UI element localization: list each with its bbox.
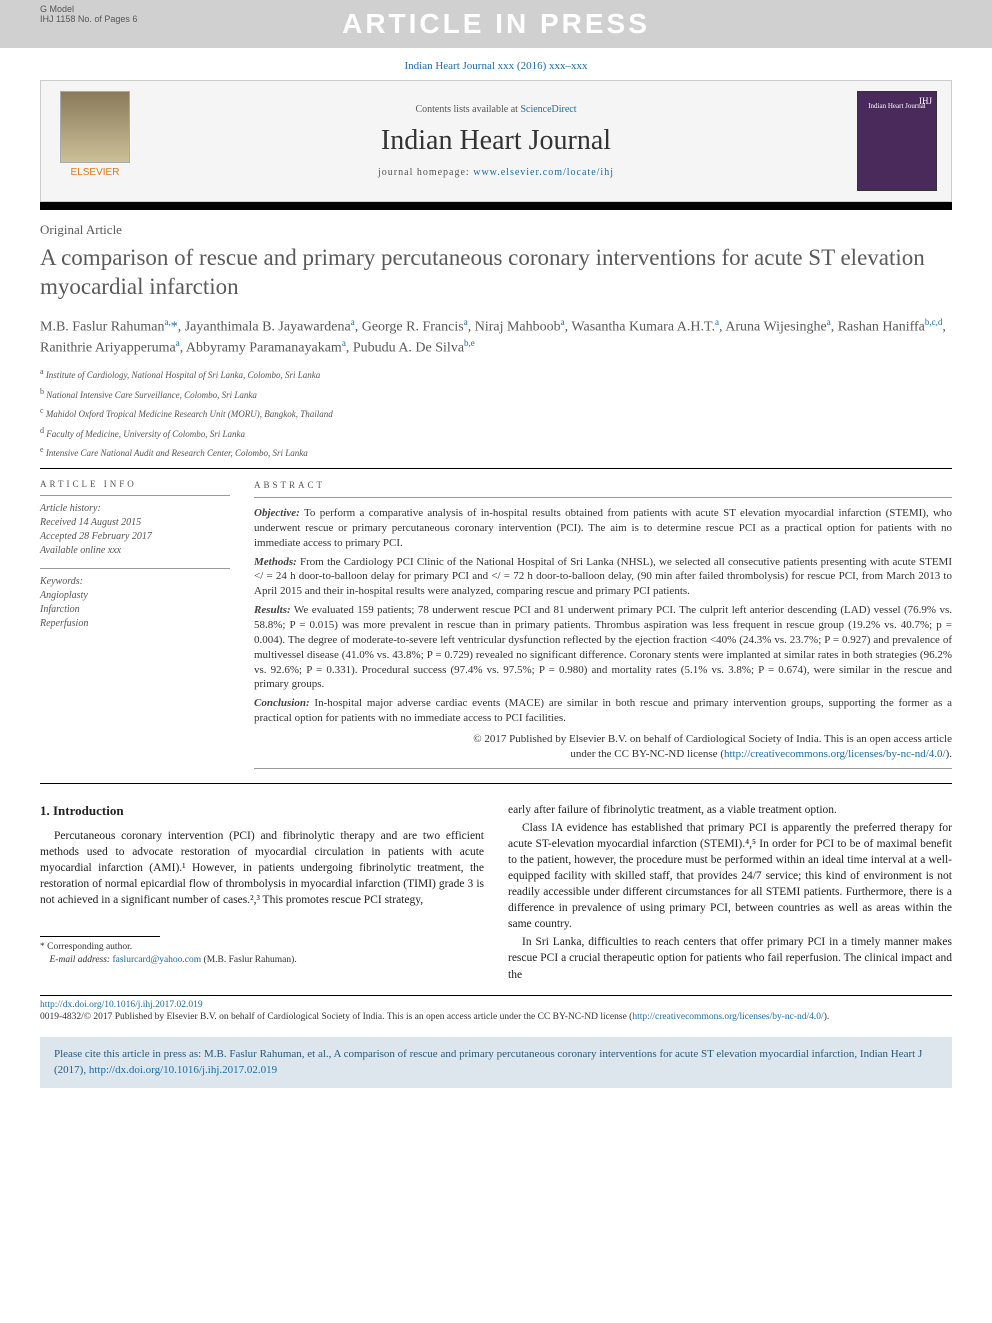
doi-link[interactable]: http://dx.doi.org/10.1016/j.ihj.2017.02.…: [40, 1000, 203, 1010]
intro-heading: 1. Introduction: [40, 802, 484, 820]
homepage-line: journal homepage: www.elsevier.com/locat…: [135, 167, 857, 178]
abstract-heading: ABSTRACT: [254, 479, 952, 491]
info-abstract-row: ARTICLE INFO Article history: Received 1…: [40, 479, 952, 769]
gmodel-line1: G Model: [40, 4, 137, 14]
keyword: Infarction: [40, 603, 230, 617]
gmodel-line2: IHJ 1158 No. of Pages 6: [40, 14, 137, 24]
citation-line: Indian Heart Journal xxx (2016) xxx–xxx: [0, 60, 992, 72]
citebox-doi-link[interactable]: http://dx.doi.org/10.1016/j.ihj.2017.02.…: [89, 1064, 277, 1076]
keywords-label: Keywords:: [40, 575, 230, 589]
body-col-left: 1. Introduction Percutaneous coronary in…: [40, 802, 484, 985]
title-separator: [40, 468, 952, 469]
contents-prefix: Contents lists available at: [415, 104, 520, 115]
objective-label: Objective:: [254, 507, 300, 519]
banner-text: ARTICLE IN PRESS: [342, 8, 650, 39]
journal-title: Indian Heart Journal: [135, 125, 857, 157]
body-col-right: early after failure of fibrinolytic trea…: [508, 802, 952, 985]
contents-line: Contents lists available at ScienceDirec…: [135, 104, 857, 115]
received-date: Received 14 August 2015: [40, 516, 230, 530]
affiliation: c Mahidol Oxford Tropical Medicine Resea…: [40, 405, 952, 421]
publisher-logo-area: ELSEVIER: [55, 91, 135, 191]
abstract-conclusion: Conclusion: In-hospital major adverse ca…: [254, 696, 952, 726]
email-link[interactable]: faslurcard@yahoo.com: [112, 955, 201, 965]
article-in-press-banner: G Model IHJ 1158 No. of Pages 6 ARTICLE …: [0, 0, 992, 48]
history-block: Article history: Received 14 August 2015…: [40, 502, 230, 558]
authors-line: M.B. Faslur Rahumana,*, Jayanthimala B. …: [40, 316, 952, 359]
copyright-line2: under the CC BY-NC-ND license (: [570, 748, 724, 760]
footer-copyright: 0019-4832/© 2017 Published by Elsevier B…: [40, 1012, 632, 1022]
email-line: E-mail address: faslurcard@yahoo.com (M.…: [40, 954, 484, 966]
email-label: E-mail address:: [50, 955, 113, 965]
intro-p1: Percutaneous coronary intervention (PCI)…: [40, 828, 484, 908]
article-info-col: ARTICLE INFO Article history: Received 1…: [40, 479, 230, 769]
journal-cover-thumb: IHJ Indian Heart Journal: [857, 91, 937, 191]
results-label: Results:: [254, 604, 291, 616]
conclusion-label: Conclusion:: [254, 697, 310, 709]
footer-close: ).: [824, 1012, 830, 1022]
gmodel-info: G Model IHJ 1158 No. of Pages 6: [40, 4, 137, 24]
affiliation: b National Intensive Care Surveillance, …: [40, 386, 952, 402]
methods-text: From the Cardiology PCI Clinic of the Na…: [254, 556, 952, 598]
email-paren: (M.B. Faslur Rahuman).: [201, 955, 297, 965]
article-title: A comparison of rescue and primary percu…: [40, 244, 952, 302]
abstract-col: ABSTRACT Objective: To perform a compara…: [254, 479, 952, 769]
copyright-line1: © 2017 Published by Elsevier B.V. on beh…: [473, 733, 952, 745]
abstract-copyright: © 2017 Published by Elsevier B.V. on beh…: [254, 732, 952, 762]
affiliation: d Faculty of Medicine, University of Col…: [40, 425, 952, 441]
keywords-block: Keywords: Angioplasty Infarction Reperfu…: [40, 575, 230, 631]
copyright-close: ).: [946, 748, 952, 760]
intro-p3: Class IA evidence has established that p…: [508, 820, 952, 933]
homepage-link[interactable]: www.elsevier.com/locate/ihj: [473, 167, 614, 178]
doi-footer: http://dx.doi.org/10.1016/j.ihj.2017.02.…: [40, 995, 952, 1024]
article-type: Original Article: [40, 222, 952, 238]
affiliation: e Intensive Care National Audit and Rese…: [40, 444, 952, 460]
abstract-results: Results: We evaluated 159 patients; 78 u…: [254, 603, 952, 692]
accepted-date: Accepted 28 February 2017: [40, 530, 230, 544]
keyword: Angioplasty: [40, 589, 230, 603]
homepage-prefix: journal homepage:: [378, 167, 473, 178]
corresponding-note: * Corresponding author.: [40, 941, 484, 953]
info-heading: ARTICLE INFO: [40, 479, 230, 489]
abstract-methods: Methods: From the Cardiology PCI Clinic …: [254, 555, 952, 600]
sciencedirect-link[interactable]: ScienceDirect: [520, 104, 576, 115]
license-link[interactable]: http://creativecommons.org/licenses/by-n…: [724, 748, 946, 760]
history-label: Article history:: [40, 502, 230, 516]
online-date: Available online xxx: [40, 544, 230, 558]
objective-text: To perform a comparative analysis of in-…: [254, 507, 952, 549]
affiliation: a Institute of Cardiology, National Hosp…: [40, 366, 952, 382]
cover-badge: IHJ: [919, 96, 932, 106]
footnote-area: * Corresponding author. E-mail address: …: [40, 936, 484, 966]
article-content: Original Article A comparison of rescue …: [40, 222, 952, 985]
intro-p2: early after failure of fibrinolytic trea…: [508, 802, 952, 818]
footer-license-link[interactable]: http://creativecommons.org/licenses/by-n…: [632, 1012, 823, 1022]
body-section: 1. Introduction Percutaneous coronary in…: [40, 802, 952, 985]
abstract-objective: Objective: To perform a comparative anal…: [254, 506, 952, 551]
affiliations: a Institute of Cardiology, National Hosp…: [40, 366, 952, 460]
header-center: Contents lists available at ScienceDirec…: [135, 104, 857, 178]
conclusion-text: In-hospital major adverse cardiac events…: [254, 697, 952, 724]
methods-label: Methods:: [254, 556, 297, 568]
journal-header-box: ELSEVIER Contents lists available at Sci…: [40, 80, 952, 202]
intro-p4: In Sri Lanka, difficulties to reach cent…: [508, 934, 952, 982]
cite-box: Please cite this article in press as: M.…: [40, 1037, 952, 1088]
elsevier-tree-icon: [60, 91, 130, 163]
elsevier-label: ELSEVIER: [71, 167, 120, 178]
results-text: We evaluated 159 patients; 78 underwent …: [254, 604, 952, 690]
keyword: Reperfusion: [40, 617, 230, 631]
body-separator: [40, 783, 952, 784]
header-divider-bar: [40, 202, 952, 210]
body-columns: 1. Introduction Percutaneous coronary in…: [40, 802, 952, 985]
